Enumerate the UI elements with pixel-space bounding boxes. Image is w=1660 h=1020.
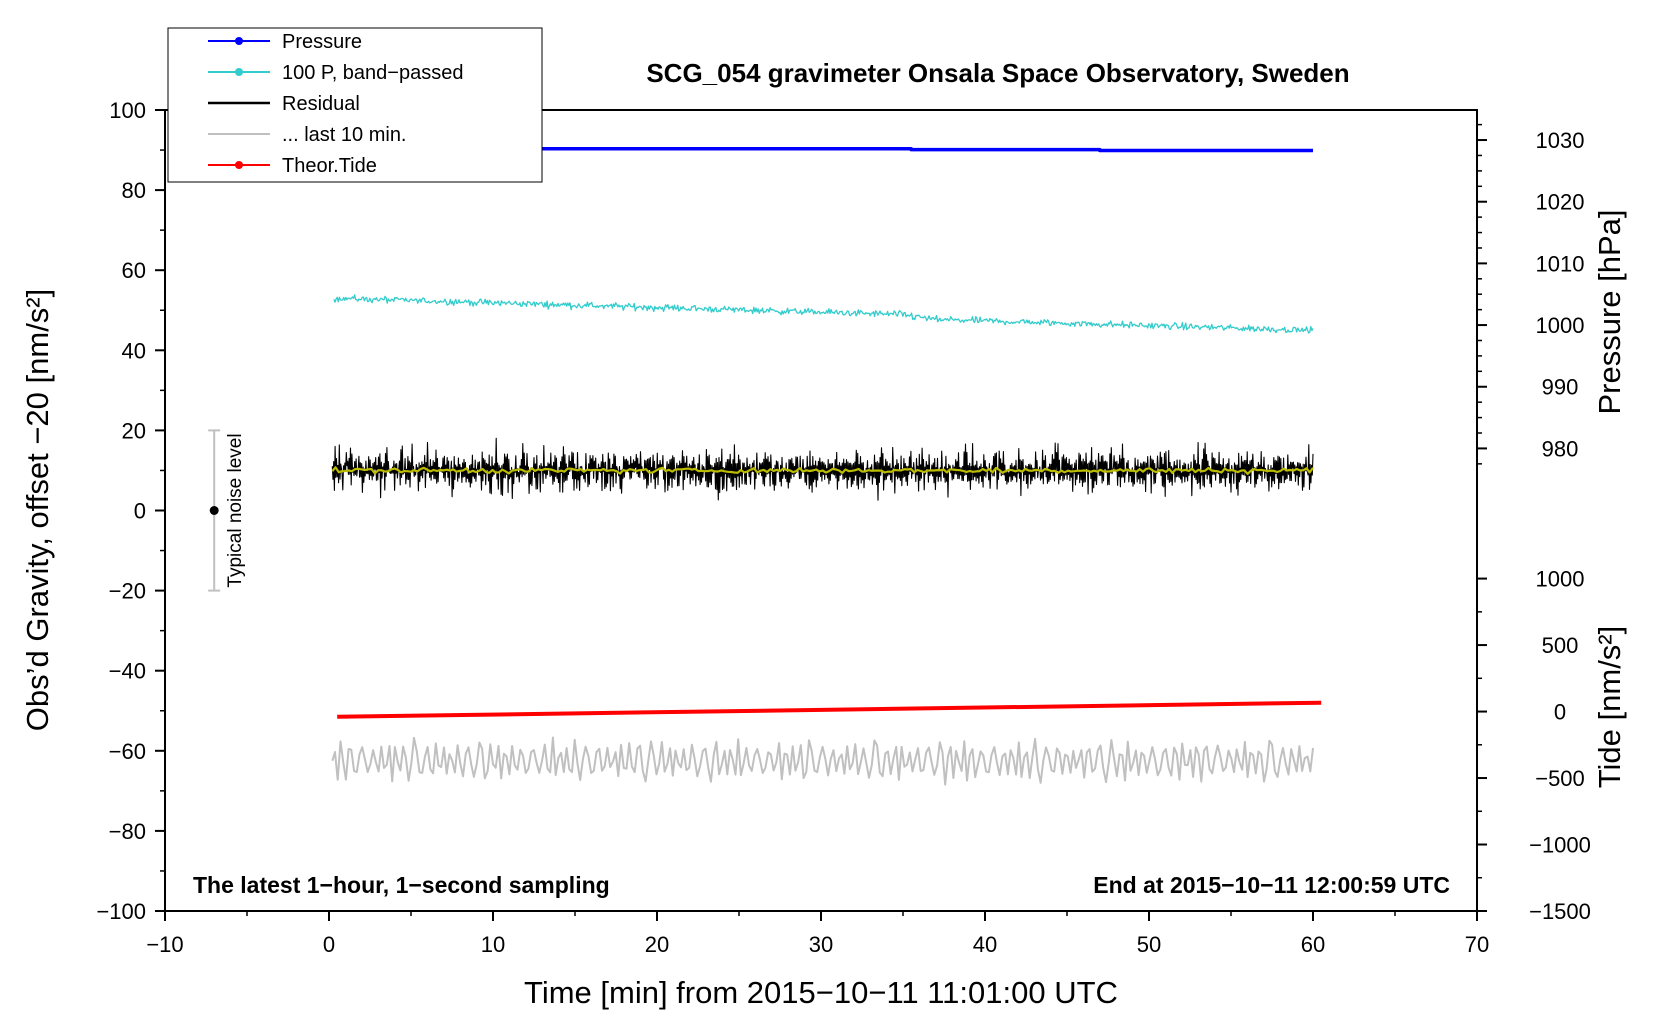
y-axis-pressure: 980 990 1000 1010 1020 1030 (1477, 123, 1585, 465)
legend-label: Residual (282, 93, 360, 115)
y-axis-tide-label: Tide [nm/s²] (1592, 626, 1627, 789)
y-tick-label: 60 (122, 258, 146, 283)
legend-marker (235, 37, 243, 45)
series-pressure (333, 147, 1313, 153)
tide-tick-label: 1000 (1536, 567, 1585, 592)
y-tick-label: −100 (96, 899, 146, 924)
x-tick-label: 30 (809, 932, 833, 957)
tide-tick-label: −500 (1535, 766, 1585, 791)
legend: Pressure 100 P, band−passed Residual ... la… (167, 27, 543, 183)
annotation-left: The latest 1−hour, 1−second sampling (193, 872, 610, 898)
tide-tick-label: 0 (1554, 700, 1566, 725)
y-tick-label: 40 (122, 338, 146, 363)
x-tick-label: 50 (1137, 932, 1161, 957)
legend-label: ... last 10 min. (282, 124, 407, 146)
x-tick-label: 20 (645, 932, 669, 957)
y-tick-label: 0 (134, 499, 146, 524)
noise-level-marker: Typical noise level (208, 429, 246, 592)
y-axis-tide: −1500 −1000 −500 0 500 1000 (1477, 567, 1591, 924)
pressure-tick-label: 1010 (1536, 251, 1585, 276)
pressure-tick-label: 1020 (1536, 190, 1585, 215)
pressure-tick-label: 1030 (1536, 128, 1585, 153)
legend-label: Theor.Tide (282, 155, 377, 177)
x-tick-label: 70 (1465, 932, 1489, 957)
annotation-right: End at 2015−10−11 12:00:59 UTC (1093, 872, 1450, 898)
noise-level-dot (209, 506, 219, 515)
y-axis-left: −100 −80 −60 −40 −20 0 20 40 60 80 100 (96, 98, 165, 924)
series-residual (331, 437, 1314, 501)
y-tick-label: 20 (122, 418, 146, 443)
pressure-tick-label: 980 (1542, 436, 1579, 461)
series-layer (331, 147, 1322, 786)
legend-label: 100 P, band−passed (282, 62, 463, 84)
legend-marker (235, 68, 243, 76)
x-axis: −10 0 10 20 30 40 50 60 70 (146, 911, 1489, 957)
tide-tick-label: −1500 (1529, 899, 1591, 924)
series-residual-smoothed (331, 466, 1314, 475)
x-tick-label: 40 (973, 932, 997, 957)
y-tick-label: −40 (109, 659, 146, 684)
x-tick-label: 60 (1301, 932, 1325, 957)
noise-level-label: Typical noise level (225, 433, 246, 587)
plot-frame (164, 109, 1478, 912)
series-last-10-min (331, 736, 1314, 786)
legend-marker (235, 161, 243, 169)
tide-tick-label: 500 (1542, 633, 1579, 658)
y-axis-pressure-label: Pressure [hPa] (1592, 209, 1627, 414)
legend-label: Pressure (282, 31, 362, 53)
y-tick-label: 100 (109, 98, 146, 123)
y-tick-label: −80 (109, 819, 146, 844)
chart-title: SCG_054 gravimeter Onsala Space Observat… (646, 58, 1349, 88)
tide-tick-label: −1000 (1529, 833, 1591, 858)
series-band-passed-pressure (333, 294, 1314, 334)
legend-box (167, 27, 543, 183)
y-tick-label: 80 (122, 178, 146, 203)
pressure-tick-label: 990 (1542, 375, 1579, 400)
pressure-tick-label: 1000 (1536, 313, 1585, 338)
x-tick-label: −10 (146, 932, 183, 957)
y-tick-label: −20 (109, 579, 146, 604)
x-tick-label: 0 (323, 932, 335, 957)
y-axis-left-label: Obs’d Gravity, offset −20 [nm/s²] (20, 289, 55, 732)
x-tick-label: 10 (481, 932, 505, 957)
series-theoretical-tide (337, 700, 1322, 719)
y-tick-label: −60 (109, 739, 146, 764)
x-axis-label: Time [min] from 2015−10−11 11:01:00 UTC (524, 975, 1118, 1010)
